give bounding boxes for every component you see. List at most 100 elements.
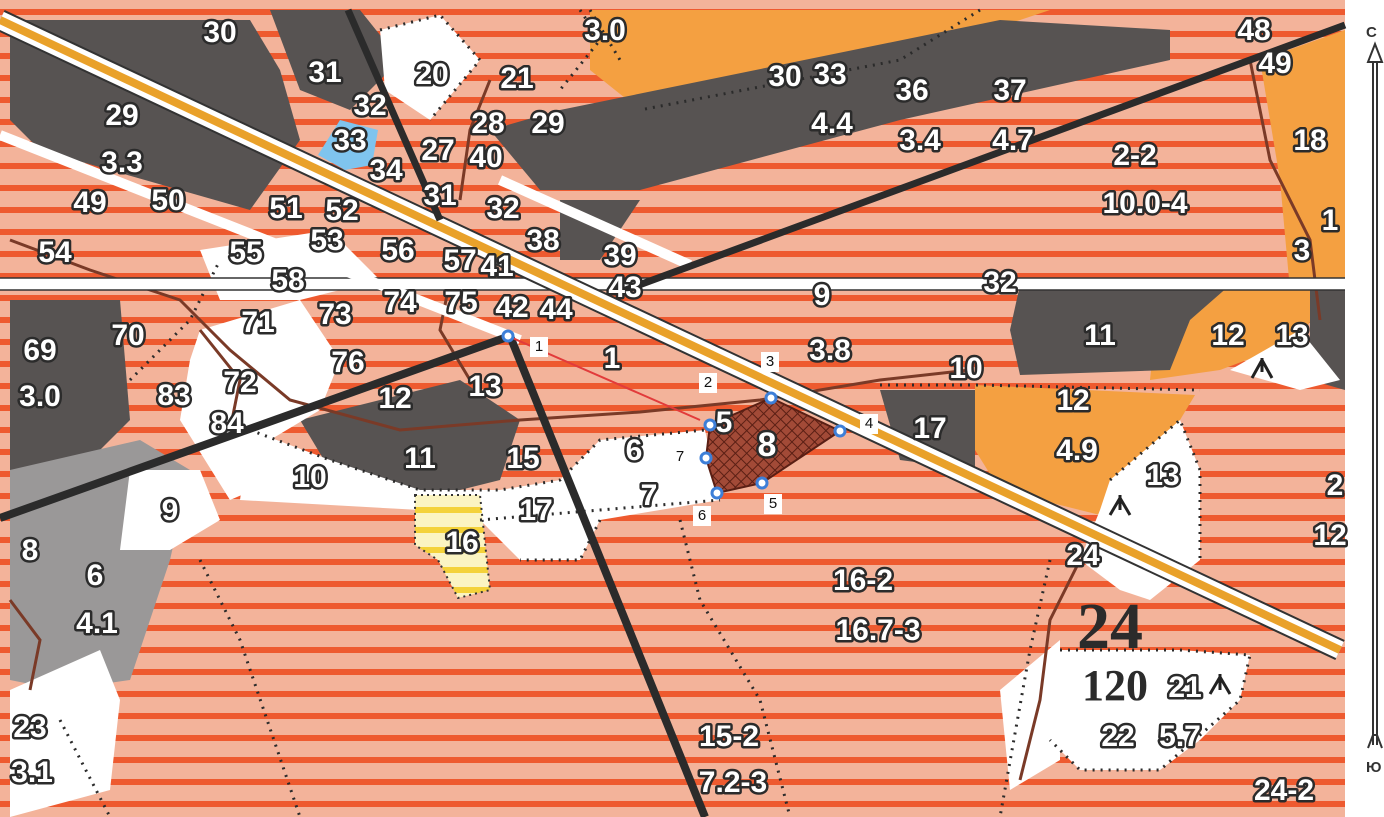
stand-label: 16.7-3 <box>835 614 920 647</box>
survey-point-label-box <box>699 373 717 393</box>
stand-label: 57 <box>443 244 476 277</box>
stand-label: 4.9 <box>1056 434 1098 467</box>
stand-label: 69 <box>23 334 56 367</box>
stand-label: 2-2 <box>1113 139 1156 172</box>
survey-point-number: 5 <box>769 495 777 512</box>
survey-point-marker <box>755 476 769 490</box>
clearing-13-right <box>1230 330 1340 390</box>
stand-label: 72 <box>223 366 256 399</box>
survey-point-label-box <box>764 494 782 514</box>
survey-point-marker <box>764 391 778 405</box>
stand-label: 53 <box>310 224 343 257</box>
stand-label: 6 <box>626 434 643 467</box>
stand-label: 55 <box>229 236 262 269</box>
stand-label: 15-2 <box>699 720 759 753</box>
stand-label: 16-2 <box>833 564 893 597</box>
stand-label: 23 <box>13 711 46 744</box>
stand-label: 70 <box>111 319 144 352</box>
stand-label: 42 <box>495 291 528 324</box>
survey-point-number: 3 <box>766 353 774 370</box>
clearing-24 <box>1080 420 1200 600</box>
stand-dark-2 <box>270 10 400 110</box>
stand-dark-3 <box>490 20 1170 190</box>
stand-label: 12 <box>1313 519 1346 552</box>
stand-label: 6 <box>87 559 104 592</box>
stand-label: 73 <box>318 298 351 331</box>
stand-label: 48 <box>1237 14 1270 47</box>
stand-label: 43 <box>608 271 641 304</box>
stand-label: 24-2 <box>1254 774 1314 807</box>
survey-point-label-box <box>860 414 878 434</box>
stand-label: 12 <box>378 382 411 415</box>
survey-point-number: 7 <box>676 448 684 465</box>
stand-label: 13 <box>1146 459 1179 492</box>
stand-label: 58 <box>271 264 304 297</box>
survey-point-number: 2 <box>704 374 712 391</box>
stand-label: 12 <box>1056 384 1089 417</box>
stand-label: 34 <box>369 154 403 187</box>
stand-orange-corner <box>1260 30 1345 290</box>
stand-dark-5 <box>10 300 130 470</box>
stand-label: 4.4 <box>811 107 853 140</box>
stand-label: 74 <box>383 286 417 319</box>
stand-label: 37 <box>993 74 1026 107</box>
stand-label: 8 <box>758 426 777 464</box>
stand-label: 8 <box>22 534 39 567</box>
survey-point-marker <box>501 329 515 343</box>
stand-label: 50 <box>151 184 184 217</box>
stand-label: 18 <box>1293 124 1326 157</box>
stand-label: 40 <box>469 141 502 174</box>
stand-label: 10 <box>293 461 326 494</box>
stand-label: 4.7 <box>992 124 1034 157</box>
stand-orange-right <box>975 385 1195 515</box>
stand-label: 32 <box>486 192 519 225</box>
tree-symbols <box>1108 358 1274 695</box>
survey-point-marker <box>703 418 717 432</box>
survey-point-number: 6 <box>698 507 706 524</box>
quarter-label: 120 <box>1082 661 1148 710</box>
stand-label: 30 <box>768 60 801 93</box>
clearing-9 <box>120 470 220 550</box>
stand-label: 27 <box>421 134 454 167</box>
stand-label: 51 <box>269 192 302 225</box>
south-label: Ю <box>1366 759 1381 776</box>
stand-label: 32 <box>353 89 386 122</box>
stand-label: 11 <box>404 442 436 475</box>
stand-label: 5 <box>716 406 733 439</box>
survey-point-marker <box>833 424 847 438</box>
stand-label: 44 <box>539 293 573 326</box>
stand-label: 49 <box>73 186 106 219</box>
stand-label: 28 <box>471 107 504 140</box>
stand-label: 36 <box>895 74 928 107</box>
stand-label: 20 <box>415 58 448 91</box>
stand-label: 17 <box>913 412 946 445</box>
survey-point-number: 1 <box>535 338 543 355</box>
stand-label: 41 <box>480 250 513 283</box>
stand-label: 9 <box>162 494 179 527</box>
right-margin <box>1345 0 1384 817</box>
stand-label: 7 <box>641 479 658 512</box>
stand-label: 3.0 <box>584 14 626 47</box>
stand-label: 31 <box>308 56 341 89</box>
stand-blue-33 <box>318 120 378 170</box>
stand-label: 56 <box>381 234 414 267</box>
stand-label: 1 <box>1322 204 1339 237</box>
north-label: С <box>1366 24 1377 41</box>
stand-label: 38 <box>526 224 559 257</box>
stand-label: 49 <box>1258 47 1291 80</box>
survey-points: 1 2 3 4 5 6 7 <box>501 329 878 526</box>
stand-label: 39 <box>603 239 636 272</box>
stand-label: 7.2-3 <box>699 766 767 799</box>
stand-label: 17 <box>519 494 552 527</box>
south-arrow-icon <box>1367 734 1383 749</box>
clearing-bottom-left <box>10 650 120 817</box>
stand-label: 21 <box>500 62 533 95</box>
survey-point-number: 4 <box>865 415 873 432</box>
survey-point-marker <box>699 451 713 465</box>
stand-label: 9 <box>814 279 831 312</box>
stand-label: 2 <box>1327 469 1344 502</box>
stand-label: 52 <box>325 194 358 227</box>
stand-label: 29 <box>105 99 138 132</box>
